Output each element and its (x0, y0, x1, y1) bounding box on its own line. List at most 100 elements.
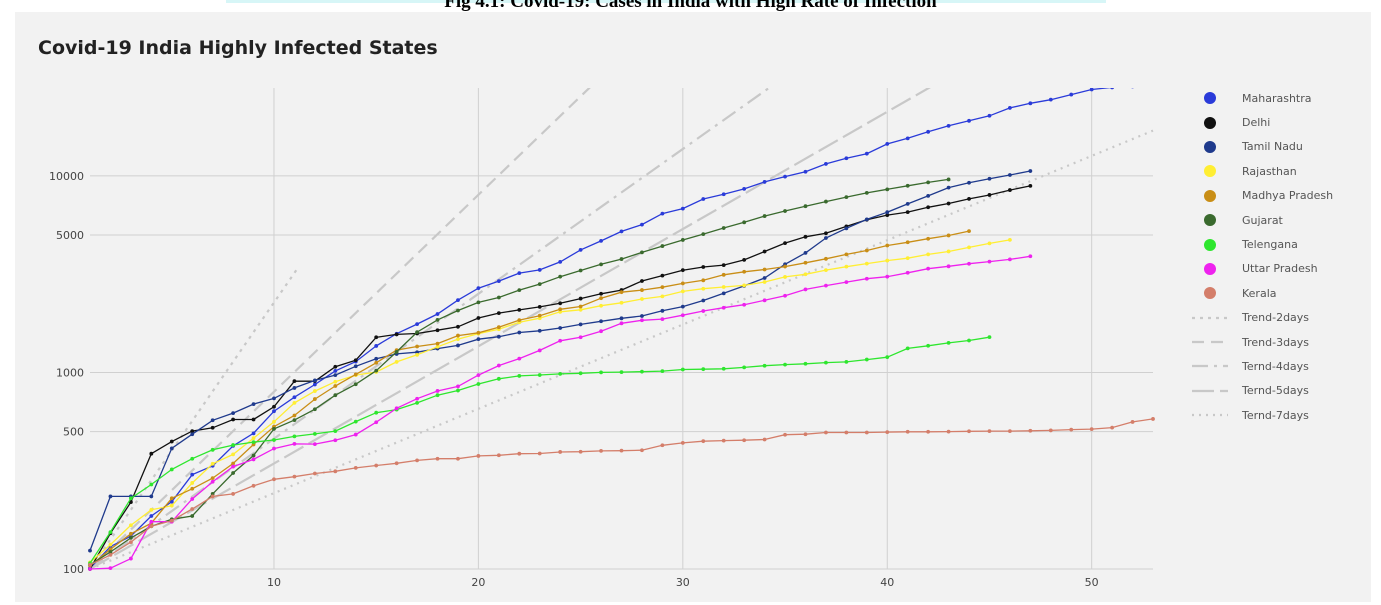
data-point-telengana (517, 374, 522, 378)
data-point-rajasthan (578, 307, 583, 312)
data-point-maharashtra (660, 211, 665, 216)
data-point-telengana (333, 429, 338, 434)
x-tick-label: 40 (880, 576, 894, 589)
data-point-tamil-nadu (312, 378, 317, 383)
data-point-gujarat (456, 308, 460, 313)
data-point-gujarat (762, 214, 767, 218)
data-point-maharashtra (169, 499, 174, 504)
data-point-telengana (435, 393, 440, 398)
data-point-delhi (272, 404, 276, 409)
legend-item-gujarat[interactable]: Gujarat (1192, 208, 1372, 232)
data-point-kerala (619, 448, 624, 453)
legend-item-uttar-pradesh[interactable]: Uttar Pradesh (1192, 257, 1372, 281)
data-point-uttar-pradesh (251, 457, 256, 462)
data-point-kerala (190, 507, 195, 511)
data-point-tamil-nadu (721, 291, 726, 296)
data-point-tamil-nadu (660, 308, 665, 313)
data-point-gujarat (435, 317, 440, 322)
data-point-telengana (926, 343, 931, 348)
data-point-delhi (640, 279, 644, 283)
legend-item-maharashtra[interactable]: Maharashtra (1192, 86, 1372, 110)
data-point-uttar-pradesh (762, 298, 767, 303)
data-point-maharashtra (824, 162, 828, 166)
legend-item-kerala[interactable]: Kerala (1192, 281, 1372, 305)
data-point-uttar-pradesh (231, 464, 235, 469)
data-point-uttar-pradesh (394, 406, 399, 411)
legend-item-ternd-5days[interactable]: Ternd-5days (1192, 379, 1372, 403)
data-point-delhi (517, 307, 522, 312)
data-point-delhi (783, 241, 787, 246)
data-point-kerala (578, 449, 583, 454)
legend-item-telengana[interactable]: Telengana (1192, 232, 1372, 256)
legend-item-ternd-4days[interactable]: Ternd-4days (1192, 354, 1372, 378)
data-point-gujarat (558, 274, 563, 279)
legend-item-trend-2days[interactable]: Trend-2days (1192, 306, 1372, 330)
data-point-telengana (537, 373, 542, 377)
data-point-uttar-pradesh (783, 293, 787, 298)
legend-marker-swatch (1204, 189, 1216, 202)
legend-symbol (1192, 137, 1232, 157)
data-point-gujarat (537, 282, 542, 286)
data-point-kerala (864, 430, 869, 435)
legend-item-delhi[interactable]: Delhi (1192, 110, 1372, 134)
data-point-uttar-pradesh (190, 497, 195, 501)
data-point-tamil-nadu (967, 180, 971, 185)
legend-item-ternd-7days[interactable]: Ternd-7days (1192, 403, 1372, 427)
x-tick-label: 50 (1085, 576, 1099, 589)
legend-marker-swatch (1204, 140, 1216, 153)
data-point-telengana (946, 340, 951, 345)
data-point-kerala (987, 429, 992, 434)
data-point-rajasthan (762, 280, 767, 284)
data-point-kerala (537, 451, 542, 456)
legend-label: Trend-3days (1242, 335, 1310, 349)
data-point-rajasthan (783, 275, 787, 279)
data-point-madhya-pradesh (926, 236, 931, 241)
data-point-rajasthan (190, 481, 195, 485)
legend-label: Ternd-4days (1242, 359, 1309, 373)
data-point-telengana (476, 382, 481, 386)
data-point-gujarat (578, 268, 583, 273)
legend-item-rajasthan[interactable]: Rajasthan (1192, 159, 1372, 183)
data-point-maharashtra (537, 268, 542, 272)
data-point-tamil-nadu (496, 334, 501, 339)
data-point-maharashtra (742, 186, 747, 191)
data-point-maharashtra (374, 344, 379, 348)
data-point-rajasthan (803, 272, 808, 277)
data-point-uttar-pradesh (680, 313, 685, 318)
data-point-tamil-nadu (292, 386, 297, 390)
trend-line-ternd-4days (89, 88, 771, 570)
grid (90, 88, 1153, 570)
data-point-uttar-pradesh (844, 280, 849, 285)
data-point-gujarat (251, 453, 256, 458)
data-point-tamil-nadu (864, 217, 869, 222)
data-point-telengana (496, 376, 501, 381)
legend-label: Ternd-7days (1242, 408, 1309, 422)
data-point-gujarat (415, 330, 419, 335)
data-point-maharashtra (333, 369, 338, 373)
data-point-uttar-pradesh (824, 283, 828, 288)
legend-item-tamil-nadu[interactable]: Tamil Nadu (1192, 135, 1372, 159)
data-point-kerala (456, 456, 460, 461)
data-point-delhi (374, 335, 379, 340)
data-point-kerala (762, 437, 767, 442)
data-point-tamil-nadu (946, 185, 951, 190)
legend-label: Trend-2days (1242, 311, 1310, 325)
data-point-delhi (987, 193, 992, 197)
data-point-rajasthan (905, 256, 910, 261)
data-point-gujarat (333, 393, 338, 398)
data-point-madhya-pradesh (415, 344, 419, 349)
data-point-telengana (456, 388, 460, 393)
data-point-maharashtra (1089, 88, 1094, 92)
legend-item-madhya-pradesh[interactable]: Madhya Pradesh (1192, 184, 1372, 208)
data-point-delhi (742, 257, 747, 262)
data-point-tamil-nadu (844, 226, 849, 231)
legend-item-trend-3days[interactable]: Trend-3days (1192, 330, 1372, 354)
data-point-uttar-pradesh (987, 259, 992, 264)
data-point-kerala (926, 429, 931, 434)
data-point-uttar-pradesh (742, 302, 747, 307)
data-point-tamil-nadu (333, 373, 338, 378)
legend-marker-swatch (1204, 214, 1216, 227)
data-point-rajasthan (394, 360, 399, 364)
data-point-tamil-nadu (88, 548, 92, 553)
data-point-maharashtra (885, 142, 890, 146)
